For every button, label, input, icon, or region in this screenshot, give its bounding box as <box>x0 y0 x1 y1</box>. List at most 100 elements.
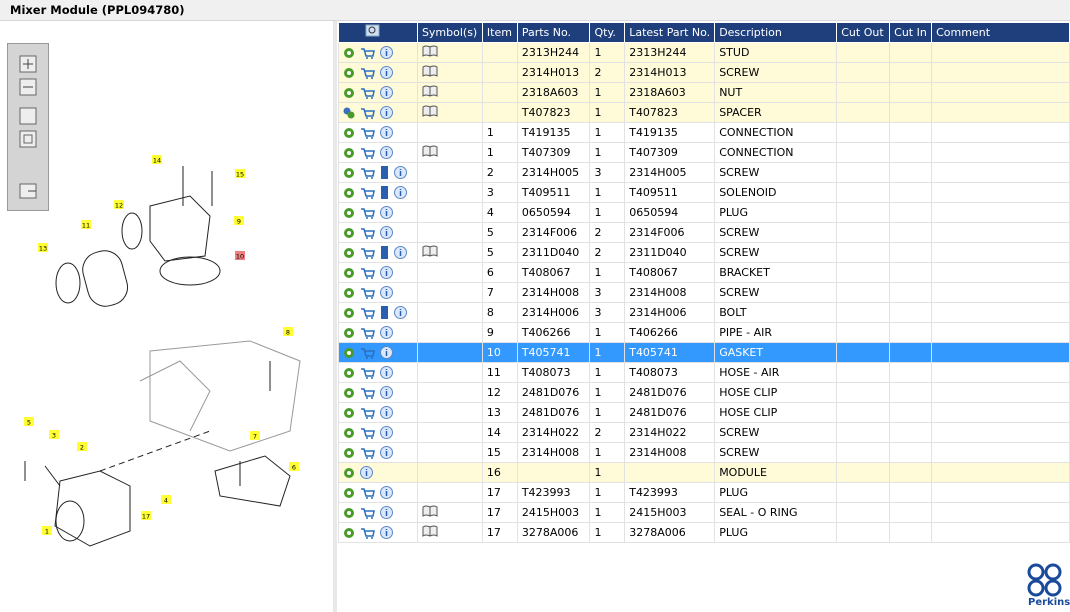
desc-cell: SCREW <box>714 282 838 303</box>
toolbar-icons <box>19 55 37 199</box>
item-cell <box>481 42 518 63</box>
item-cell: 17 <box>481 502 518 523</box>
desc-cell: SEAL - O RING <box>714 502 838 523</box>
item-cell: 13 <box>481 402 518 423</box>
blank-cell <box>889 122 933 143</box>
callout-box <box>24 417 34 426</box>
part-row[interactable]: 10 T405741 1 T405741 GASKET <box>338 342 1070 363</box>
symbol-cell <box>416 62 483 83</box>
desc-cell: SCREW <box>714 422 838 443</box>
parts-list-panel: Symbol(s) Item Parts No. Qty. Latest Part No… <box>337 21 1070 612</box>
column-header[interactable]: Symbol(s) <box>416 22 483 43</box>
desc-cell: BOLT <box>714 302 838 323</box>
blank-cell <box>889 442 933 463</box>
column-header[interactable]: Parts No. <box>516 22 591 43</box>
part-row[interactable]: 2318A603 1 2318A603 NUT <box>338 82 1070 103</box>
qty-cell: 1 <box>589 462 626 483</box>
part-row[interactable]: 1 T419135 1 T419135 CONNECTION <box>338 122 1070 143</box>
callout-label: 1 <box>45 528 49 536</box>
column-header[interactable]: Description <box>714 22 838 43</box>
blank-cell <box>931 262 1070 283</box>
part-row[interactable]: 3 T409511 1 T409511 SOLENOID <box>338 182 1070 203</box>
part-row[interactable]: 5 2311D040 2 2311D040 SCREW <box>338 242 1070 263</box>
part-row[interactable]: T407823 1 T407823 SPACER <box>338 102 1070 123</box>
blank-cell <box>836 522 891 543</box>
part-row[interactable]: 17 3278A006 1 3278A006 PLUG <box>338 522 1070 543</box>
blank-cell <box>889 422 933 443</box>
part-row[interactable]: 17 T423993 1 T423993 PLUG <box>338 482 1070 503</box>
blank-cell <box>889 342 933 363</box>
part-row[interactable]: 7 2314H008 3 2314H008 SCREW <box>338 282 1070 303</box>
column-header[interactable]: Latest Part No. <box>624 22 716 43</box>
fit[interactable] <box>19 107 37 125</box>
symbol-cell <box>416 422 483 443</box>
symbol-cell <box>416 282 483 303</box>
row-actions <box>338 282 418 303</box>
callout-label: 13 <box>39 245 47 253</box>
part-cell: 2314H006 <box>516 302 591 323</box>
callout-label: 14 <box>153 157 161 165</box>
item-cell: 3 <box>481 182 518 203</box>
part-cell: T406266 <box>516 322 591 343</box>
callout-label: 4 <box>164 497 168 505</box>
blank-cell <box>889 482 933 503</box>
part-row[interactable]: 2313H244 1 2313H244 STUD <box>338 42 1070 63</box>
row-actions <box>338 142 418 163</box>
callout-box <box>141 511 151 520</box>
item-cell: 5 <box>481 222 518 243</box>
part-row[interactable]: 6 T408067 1 T408067 BRACKET <box>338 262 1070 283</box>
latest-cell: 2314H008 <box>624 282 716 303</box>
column-header[interactable]: Item <box>481 22 518 43</box>
row-actions <box>338 502 418 523</box>
perkins-logo: Perkins <box>1025 562 1070 612</box>
blank-cell <box>931 442 1070 463</box>
column-header[interactable]: Comment <box>931 22 1070 43</box>
desc-cell: PLUG <box>714 522 838 543</box>
search-header[interactable] <box>338 22 418 43</box>
column-header[interactable]: Cut Out <box>836 22 891 43</box>
header-row: Symbol(s) Item Parts No. Qty. Latest Part No… <box>338 22 1070 43</box>
part-row[interactable]: 9 T406266 1 T406266 PIPE - AIR <box>338 322 1070 343</box>
blank-cell <box>931 482 1070 503</box>
part-row[interactable]: 2 2314H005 3 2314H005 SCREW <box>338 162 1070 183</box>
window-title: Mixer Module (PPL094780) <box>10 3 185 17</box>
row-actions <box>338 162 418 183</box>
symbol-cell <box>416 462 483 483</box>
part-cell: 2318A603 <box>516 82 591 103</box>
symbol-cell <box>416 82 483 103</box>
row-actions <box>338 82 418 103</box>
column-header[interactable]: Qty. <box>589 22 626 43</box>
latest-cell: 2314H006 <box>624 302 716 323</box>
part-row[interactable]: 4 0650594 1 0650594 PLUG <box>338 202 1070 223</box>
desc-cell: MODULE <box>714 462 838 483</box>
part-cell: 2481D076 <box>516 402 591 423</box>
symbol-cell <box>416 242 483 263</box>
latest-cell: T406266 <box>624 322 716 343</box>
blank-cell <box>836 402 891 423</box>
qty-cell: 1 <box>589 342 626 363</box>
latest-cell: 0650594 <box>624 202 716 223</box>
part-row[interactable]: 1 T407309 1 T407309 CONNECTION <box>338 142 1070 163</box>
part-row[interactable]: 15 2314H008 1 2314H008 SCREW <box>338 442 1070 463</box>
part-row[interactable]: 11 T408073 1 T408073 HOSE - AIR <box>338 362 1070 383</box>
blank-cell <box>889 222 933 243</box>
callout-label: 8 <box>286 329 290 337</box>
blank-cell <box>836 242 891 263</box>
blank-cell <box>836 162 891 183</box>
part-row[interactable]: 2314H013 2 2314H013 SCREW <box>338 62 1070 83</box>
latest-cell: 2314H013 <box>624 62 716 83</box>
part-row[interactable]: 13 2481D076 1 2481D076 HOSE CLIP <box>338 402 1070 423</box>
title-bar: Mixer Module (PPL094780) <box>0 0 1070 21</box>
part-row[interactable]: 12 2481D076 1 2481D076 HOSE CLIP <box>338 382 1070 403</box>
desc-cell: SCREW <box>714 222 838 243</box>
desc-cell: PIPE - AIR <box>714 322 838 343</box>
row-actions <box>338 62 418 83</box>
part-row[interactable]: 17 2415H003 1 2415H003 SEAL - O RING <box>338 502 1070 523</box>
row-actions <box>338 202 418 223</box>
part-row[interactable]: 14 2314H022 2 2314H022 SCREW <box>338 422 1070 443</box>
item-cell: 6 <box>481 262 518 283</box>
part-row[interactable]: 8 2314H006 3 2314H006 BOLT <box>338 302 1070 323</box>
part-row[interactable]: 16 1 MODULE <box>338 462 1070 483</box>
part-row[interactable]: 5 2314F006 2 2314F006 SCREW <box>338 222 1070 243</box>
column-header[interactable]: Cut In <box>889 22 933 43</box>
